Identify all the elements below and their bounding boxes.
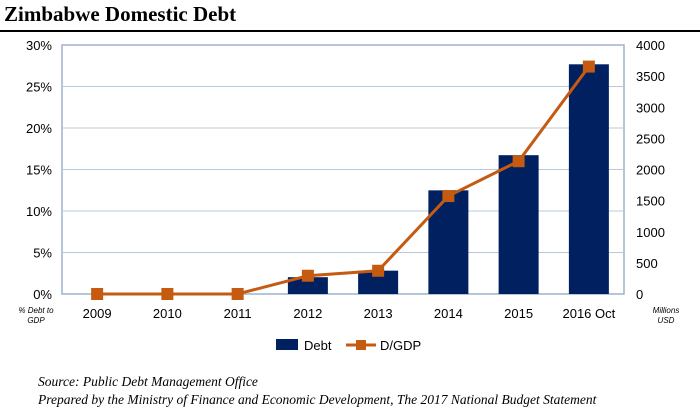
right-tick-label: 2500 — [636, 131, 665, 146]
x-tick-label: 2009 — [83, 306, 112, 321]
right-tick-label: 2000 — [636, 163, 665, 178]
left-tick-label: 5% — [33, 246, 52, 261]
right-tick-label: 3000 — [636, 100, 665, 115]
left-tick-label: 15% — [26, 163, 52, 178]
dgdp-marker — [512, 155, 525, 168]
left-tick-label: 25% — [26, 80, 52, 95]
left-tick-label: 30% — [26, 38, 52, 53]
left-axis-label: % Debt to — [18, 306, 54, 315]
source-line-2: Prepared by the Ministry of Finance and … — [38, 392, 597, 407]
legend-dgdp-label: D/GDP — [380, 338, 421, 353]
right-axis-label: Millions — [653, 306, 680, 315]
chart-title: Zimbabwe Domestic Debt — [4, 2, 237, 26]
right-tick-label: 1500 — [636, 194, 665, 209]
right-tick-label: 1000 — [636, 225, 665, 240]
dgdp-marker — [231, 288, 244, 300]
left-tick-label: 20% — [26, 121, 52, 136]
x-tick-label: 2013 — [364, 306, 393, 321]
debt-bar — [287, 277, 328, 294]
left-axis-label: GDP — [27, 316, 45, 325]
debt-bar — [358, 270, 399, 294]
right-axis-label: USD — [658, 316, 675, 325]
legend-dgdp-marker — [356, 340, 366, 350]
dgdp-marker — [582, 60, 595, 73]
dgdp-line — [97, 65, 591, 296]
x-tick-label: 2011 — [224, 306, 252, 321]
dgdp-marker — [301, 269, 314, 282]
legend-debt-swatch — [276, 339, 298, 350]
legend-debt-label: Debt — [304, 338, 332, 353]
dgdp-marker — [442, 190, 455, 203]
chart: 0% 5% 10% 15% 20% 25% 30% 0 500 1000 1500 2000 2500 3… — [18, 38, 680, 353]
debt-bar — [428, 190, 469, 294]
right-tick-label: 0 — [636, 287, 643, 302]
x-tick-label: 2016 Oct — [562, 306, 615, 321]
debt-bar — [568, 64, 609, 294]
right-tick-label: 500 — [636, 256, 658, 271]
dgdp-marker — [91, 288, 104, 300]
x-tick-label: 2015 — [504, 306, 533, 321]
title-rule — [0, 30, 700, 32]
left-tick-label: 0% — [33, 287, 52, 302]
right-tick-label: 4000 — [636, 38, 665, 53]
x-tick-label: 2012 — [293, 306, 322, 321]
dgdp-marker — [372, 264, 385, 277]
right-tick-label: 3500 — [636, 69, 665, 84]
left-tick-label: 10% — [26, 204, 52, 219]
source-line-1: Source: Public Debt Management Office — [38, 374, 258, 389]
x-tick-label: 2010 — [153, 306, 182, 321]
dgdp-marker — [161, 288, 174, 300]
x-tick-label: 2014 — [434, 306, 463, 321]
debt-bar — [498, 155, 539, 294]
